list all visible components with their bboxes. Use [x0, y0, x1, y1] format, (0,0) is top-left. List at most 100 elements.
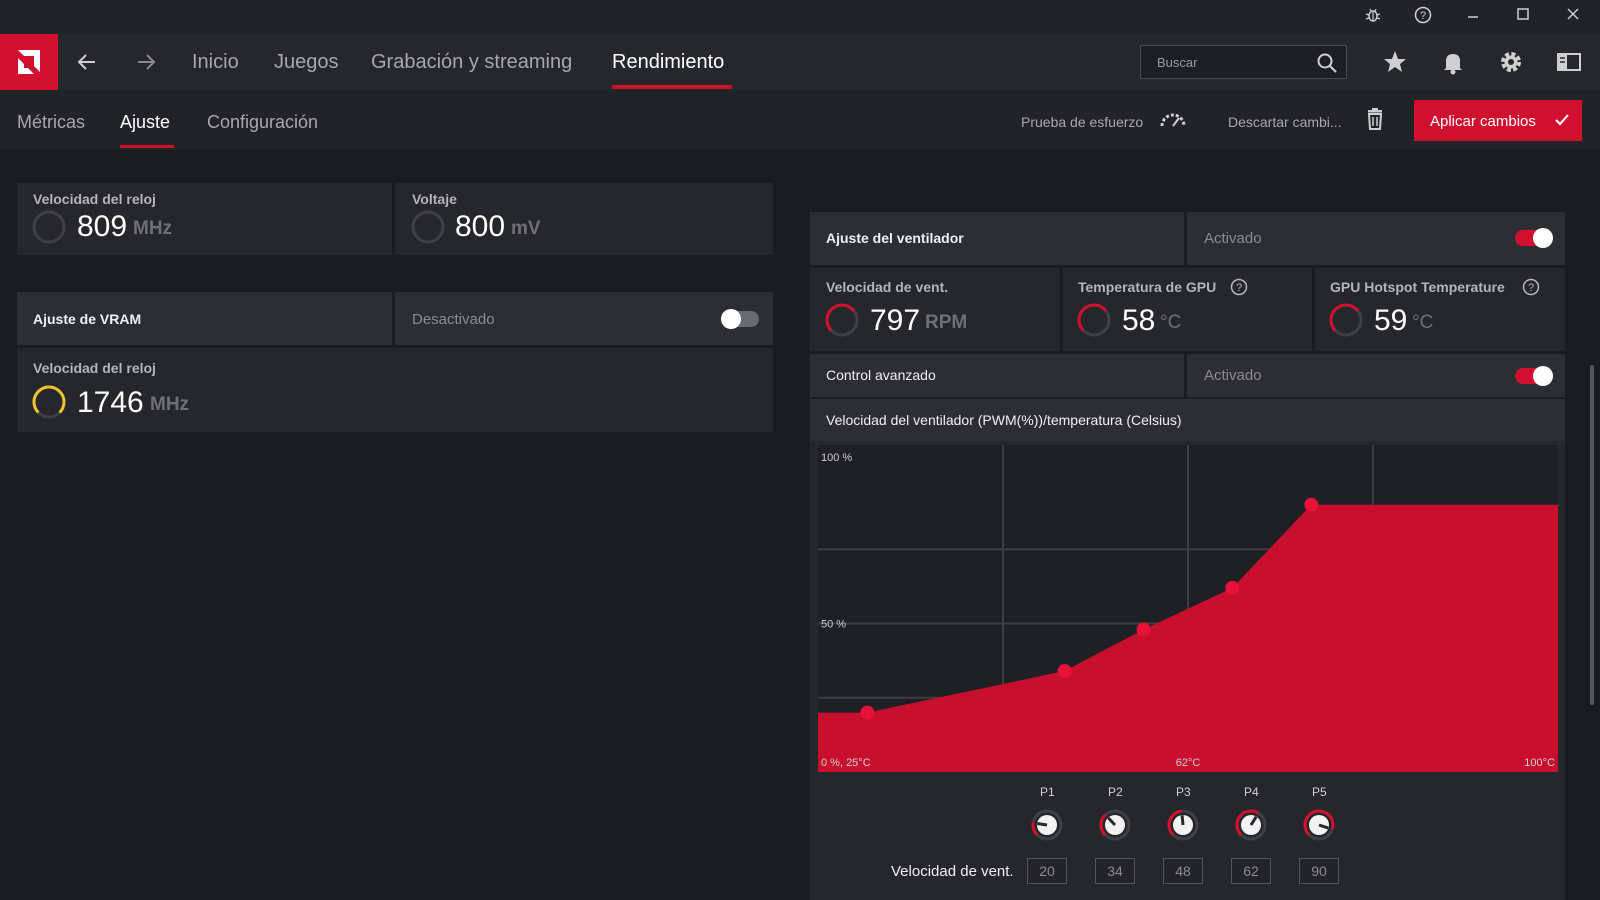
- back-arrow-icon[interactable]: [73, 48, 101, 76]
- clock-speed-unit: MHz: [133, 218, 173, 239]
- hotspot-gauge-icon: [1329, 303, 1363, 337]
- fan-curve-area: [818, 504, 1558, 772]
- fan-tuning-panel: Ajuste del ventilador Activado Velocidad…: [810, 212, 1565, 900]
- fan-speed-value: 797: [870, 304, 921, 337]
- clock-gauge-icon: [32, 210, 66, 244]
- hotspot-help-icon[interactable]: ?: [1522, 278, 1540, 296]
- title-bar: ?: [0, 0, 1600, 34]
- search-input[interactable]: Buscar: [1140, 45, 1347, 79]
- nav-juegos[interactable]: Juegos: [274, 51, 339, 73]
- vram-toggle[interactable]: [721, 309, 759, 329]
- apply-changes-button[interactable]: Aplicar cambios: [1414, 100, 1582, 141]
- voltage-value: 800: [455, 210, 506, 243]
- fan-curve-point-p3[interactable]: [1136, 622, 1151, 637]
- fan-point-knob-p2[interactable]: [1095, 805, 1135, 845]
- amd-logo[interactable]: [0, 34, 58, 90]
- hotspot-temp-value: 59: [1374, 304, 1408, 337]
- fan-toggle[interactable]: [1515, 228, 1553, 248]
- divider: [810, 265, 1565, 268]
- toggle-knob: [1533, 228, 1553, 248]
- fan-point-value-p1[interactable]: 20: [1027, 858, 1067, 884]
- fan-speed-row-label: Velocidad de vent.: [891, 863, 1014, 880]
- fan-point-knob-p1[interactable]: [1027, 805, 1067, 845]
- minimize-icon[interactable]: [1456, 6, 1490, 28]
- sidebar-panel-icon[interactable]: [1555, 48, 1583, 76]
- vram-clock-value: 1746: [77, 386, 144, 419]
- knob-label-p5: P5: [1312, 785, 1327, 799]
- close-icon[interactable]: [1556, 6, 1590, 28]
- svg-text:?: ?: [1236, 282, 1242, 294]
- stress-test-button[interactable]: Prueba de esfuerzo: [1021, 114, 1144, 130]
- svg-text:?: ?: [1528, 282, 1534, 294]
- tab-configuracion[interactable]: Configuración: [207, 112, 319, 132]
- fan-point-value-p4[interactable]: 62: [1231, 858, 1271, 884]
- curve-title-row: [810, 399, 1565, 441]
- advanced-control-label: Control avanzado: [826, 367, 936, 383]
- favorites-star-icon[interactable]: [1381, 48, 1409, 76]
- voltage-unit: mV: [511, 218, 541, 239]
- fan-curve-point-p1[interactable]: [860, 705, 875, 720]
- discard-changes-button[interactable]: Descartar cambi...: [1228, 114, 1342, 130]
- stress-test-gauge-icon[interactable]: [1159, 108, 1187, 130]
- trash-icon[interactable]: [1365, 108, 1385, 130]
- voltage-gauge-icon: [411, 210, 445, 244]
- gpu-temp-unit: °C: [1160, 312, 1182, 333]
- divider: [1184, 354, 1187, 397]
- advanced-control-state: Activado: [1204, 367, 1262, 384]
- apply-changes-label: Aplicar cambios: [1430, 113, 1536, 130]
- fan-point-value-p3[interactable]: 48: [1163, 858, 1203, 884]
- x-tick-min: 0 %, 25°C: [821, 757, 871, 769]
- nav-active-indicator: [612, 85, 732, 89]
- fan-point-knob-p5[interactable]: [1299, 805, 1339, 845]
- search-icon[interactable]: [1316, 52, 1338, 74]
- fan-curve-chart[interactable]: 100 % 50 % 0 %, 25°C 62°C 100°C: [818, 445, 1558, 772]
- gpu-temp-label: Temperatura de GPU: [1078, 279, 1217, 295]
- gpu-temp-help-icon[interactable]: ?: [1230, 278, 1248, 296]
- tab-ajuste[interactable]: Ajuste: [120, 112, 171, 132]
- fan-point-value-p2[interactable]: 34: [1095, 858, 1135, 884]
- nav-inicio[interactable]: Inicio: [192, 51, 239, 73]
- fan-point-value-p5[interactable]: 90: [1299, 858, 1339, 884]
- bug-report-icon[interactable]: [1356, 6, 1390, 28]
- sub-nav: Métricas Ajuste Configuración Prueba de …: [0, 90, 1600, 150]
- tab-active-indicator: [120, 145, 174, 148]
- notifications-bell-icon[interactable]: [1439, 48, 1467, 76]
- vram-panel: Ajuste de VRAM Desactivado Velocidad del…: [17, 292, 773, 432]
- gpu-temp-value: 58: [1122, 304, 1156, 337]
- tab-metricas[interactable]: Métricas: [17, 112, 86, 132]
- nav-rendimiento[interactable]: Rendimiento: [612, 51, 725, 73]
- gpu-clock-panel: Velocidad del reloj 809 MHz Voltaje 800 …: [17, 183, 773, 255]
- fan-curve-point-p2[interactable]: [1057, 664, 1072, 679]
- settings-gear-icon[interactable]: [1497, 48, 1525, 76]
- maximize-icon[interactable]: [1506, 6, 1540, 28]
- checkmark-icon: [1555, 114, 1569, 126]
- voltage-label: Voltaje: [412, 191, 457, 207]
- hotspot-temp-unit: °C: [1412, 312, 1434, 333]
- forward-arrow-icon[interactable]: [132, 48, 160, 76]
- divider: [810, 351, 1565, 354]
- fan-curve-point-p4[interactable]: [1225, 580, 1240, 595]
- x-tick-mid: 62°C: [1176, 757, 1201, 769]
- fan-title: Ajuste del ventilador: [826, 230, 964, 246]
- vram-header: [17, 292, 773, 345]
- x-tick-max: 100°C: [1524, 757, 1555, 769]
- divider: [1060, 268, 1063, 351]
- help-icon[interactable]: ?: [1406, 6, 1440, 28]
- y-tick-50: 50 %: [821, 619, 846, 631]
- y-tick-100: 100 %: [821, 452, 852, 464]
- fan-point-knob-p3[interactable]: [1163, 805, 1203, 845]
- fan-curve-point-p5[interactable]: [1304, 497, 1319, 512]
- nav-grabacion[interactable]: Grabación y streaming: [371, 51, 573, 73]
- advanced-control-toggle[interactable]: [1515, 366, 1553, 386]
- divider: [1184, 212, 1187, 265]
- vram-clock-unit: MHz: [150, 394, 190, 415]
- advanced-control-row: [810, 354, 1565, 397]
- main-nav: Inicio Juegos Grabación y streaming Rend…: [0, 34, 1600, 90]
- fan-point-knob-p4[interactable]: [1231, 805, 1271, 845]
- knob-label-p1: P1: [1040, 785, 1055, 799]
- fan-speed-gauge-icon: [825, 303, 859, 337]
- scrollbar[interactable]: [1590, 365, 1594, 705]
- knob-label-p3: P3: [1176, 785, 1191, 799]
- gpu-temp-gauge-icon: [1077, 303, 1111, 337]
- curve-title: Velocidad del ventilador (PWM(%))/temper…: [826, 412, 1182, 428]
